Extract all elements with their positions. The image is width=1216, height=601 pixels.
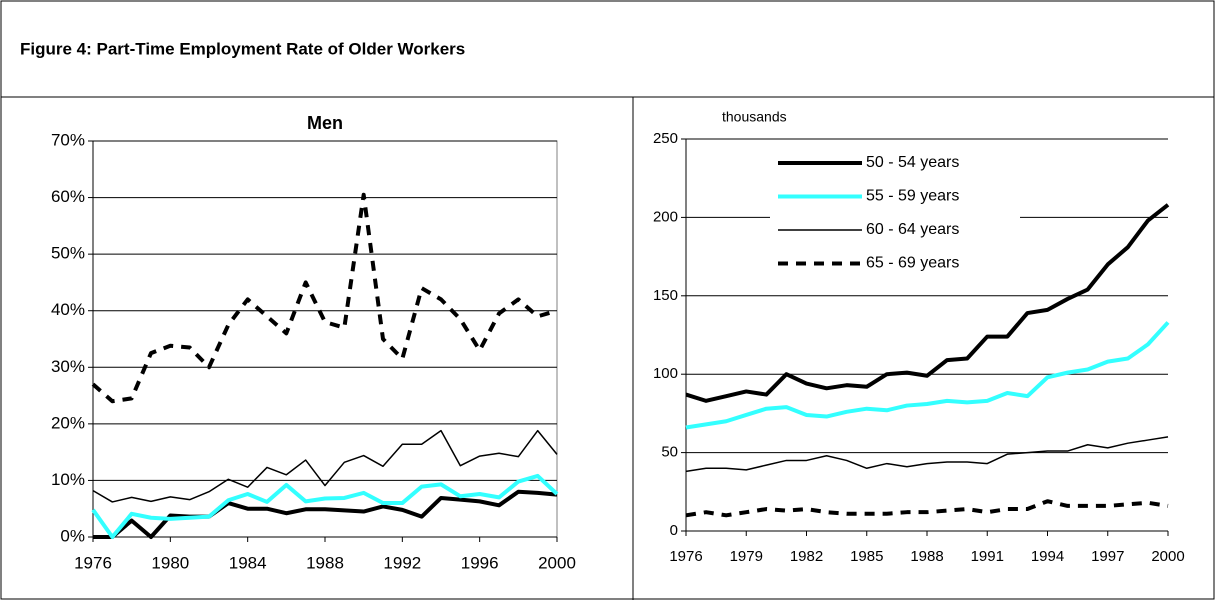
series-line: [685, 499, 1169, 518]
x-tick-label: 1992: [383, 553, 421, 572]
y-tick-label: 100: [653, 365, 678, 382]
x-tick-label: 2000: [538, 553, 576, 572]
y-tick-label: 40%: [51, 300, 85, 319]
x-tick-label: 1985: [850, 548, 883, 565]
series-line: [93, 489, 558, 539]
x-tick-label: 1996: [461, 553, 499, 572]
y-tick-label: 20%: [51, 413, 85, 432]
chart-title: Men: [307, 113, 343, 133]
y-tick-label: 50: [661, 444, 678, 461]
legend-box: [770, 150, 1020, 275]
plot-area: [92, 140, 558, 538]
x-tick-label: 1984: [229, 553, 267, 572]
x-tick-label: 1976: [669, 548, 702, 565]
series-line: [685, 321, 1170, 430]
y-tick-label: 30%: [51, 357, 85, 376]
y-tick-label: 60%: [51, 187, 85, 206]
legend-label: 65 - 69 years: [866, 255, 959, 272]
series-line: [685, 436, 1169, 473]
y-tick-label: 70%: [51, 130, 85, 149]
legend-label: 55 - 59 years: [866, 188, 959, 205]
x-tick-label: 1988: [910, 548, 943, 565]
figure-title: Figure 4: Part-Time Employment Rate of O…: [20, 39, 465, 58]
x-tick-label: 1976: [74, 553, 112, 572]
y-tick-label: 250: [653, 130, 678, 147]
y-tick-label: 50%: [51, 244, 85, 263]
series-line: [685, 203, 1170, 403]
x-tick-label: 1979: [730, 548, 763, 565]
legend-label: 60 - 64 years: [866, 221, 959, 238]
x-tick-label: 1988: [306, 553, 344, 572]
y-tick-label: 10%: [51, 470, 85, 489]
series-line: [91, 192, 558, 404]
x-tick-label: 1997: [1091, 548, 1124, 565]
y-axis-label: thousands: [722, 109, 787, 125]
legend-label: 50 - 54 years: [866, 154, 959, 171]
y-tick-label: 0: [670, 522, 678, 539]
series-line: [92, 429, 558, 503]
x-tick-label: 1994: [1031, 548, 1064, 565]
x-tick-label: 1991: [971, 548, 1004, 565]
series-line: [91, 473, 559, 539]
y-tick-label: 0%: [60, 526, 85, 545]
y-tick-label: 200: [653, 208, 678, 225]
x-tick-label: 1980: [151, 553, 189, 572]
x-tick-label: 1982: [790, 548, 823, 565]
y-tick-label: 150: [653, 287, 678, 304]
x-tick-label: 2000: [1151, 548, 1184, 565]
